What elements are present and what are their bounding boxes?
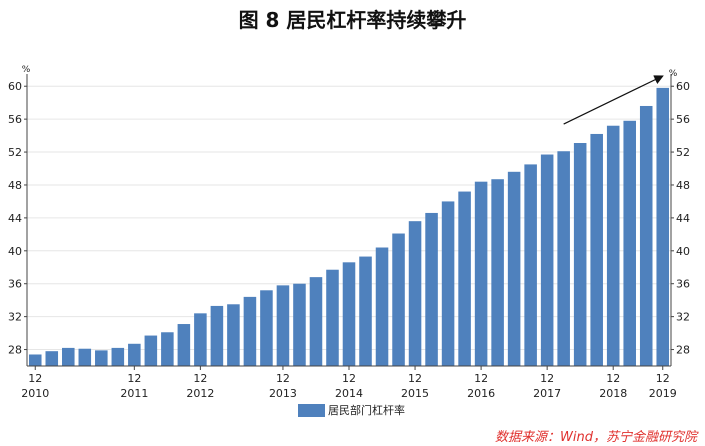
y-tick-label-left: 32 [8,311,22,324]
bar [524,164,537,366]
bar [557,151,570,366]
x-tick-label-year: 2018 [599,387,627,400]
y-axis-unit-left: % [22,65,31,75]
bar [111,347,125,366]
bar [342,262,356,366]
x-tick-label-month: 12 [276,372,290,385]
bar [623,120,636,366]
x-tick-label-month: 12 [193,372,207,385]
bar [639,105,653,366]
y-tick-label-right: 36 [676,278,690,291]
y-tick-label-right: 28 [676,344,690,357]
bar [62,347,75,366]
legend: 居民部门杠杆率 [298,403,405,417]
bar [78,348,92,366]
bar [573,143,587,366]
y-tick-label-left: 60 [8,80,22,93]
y-tick-label-right: 56 [676,113,690,126]
legend-label: 居民部门杠杆率 [328,404,405,417]
x-tick-label-year: 2012 [186,387,214,400]
bar [540,154,554,366]
x-tick-label-year: 2019 [649,387,677,400]
bar [359,256,372,366]
y-tick-label-left: 48 [8,179,22,192]
bar [45,351,59,366]
figure-title: 图 8 居民杠杆率持续攀升 [238,8,467,32]
x-tick-label-year: 2010 [21,387,49,400]
x-tick-label-month: 12 [342,372,356,385]
x-tick-label-month: 12 [28,372,42,385]
x-tick-label-year: 2017 [533,387,561,400]
y-tick-label-left: 44 [8,212,22,225]
y-tick-label-right: 48 [676,179,690,192]
legend-swatch [298,403,325,417]
y-axis-unit-right: % [669,69,678,79]
bar [507,171,521,366]
bar [28,354,42,366]
bar [227,304,240,366]
bar [144,335,158,366]
bar [606,125,620,367]
x-tick-label-year: 2016 [467,387,495,400]
bar [177,324,191,366]
bar [260,290,273,366]
y-tick-label-right: 44 [676,212,690,225]
y-tick-label-left: 36 [8,278,22,291]
y-tick-label-left: 40 [8,245,22,258]
bar [243,296,257,366]
x-tick-label-year: 2015 [401,387,429,400]
bar [425,212,438,366]
x-tick-label-year: 2014 [335,387,363,400]
y-tick-label-left: 52 [8,146,22,159]
bar [309,277,323,366]
trend-arrow [563,75,664,125]
bar [491,179,504,366]
y-tick-label-left: 56 [8,113,22,126]
bar [408,221,422,366]
x-tick-label-month: 12 [474,372,488,385]
y-tick-label-right: 52 [676,146,690,159]
bar [458,191,471,366]
bar [210,305,224,366]
x-tick-label-month: 12 [540,372,554,385]
bar [375,247,389,366]
bar [474,181,488,366]
bar [656,87,670,367]
x-tick-label-month: 12 [656,372,670,385]
x-tick-label-month: 12 [606,372,620,385]
bar [276,285,290,366]
bar [194,313,207,366]
bar [590,133,603,366]
x-tick-label-month: 12 [408,372,422,385]
bar [128,343,141,366]
bar [326,269,339,366]
x-tick-label-month: 12 [127,372,141,385]
x-tick-label-year: 2011 [120,387,148,400]
y-tick-label-right: 60 [676,80,690,93]
source-note: 数据来源：Wind，苏宁金融研究院 [495,430,697,445]
x-tick-label-year: 2013 [269,387,297,400]
bar [293,283,306,366]
bar [392,233,405,366]
y-tick-label-right: 32 [676,311,690,324]
y-tick-label-left: 28 [8,344,22,357]
bar [95,350,108,366]
y-tick-label-right: 40 [676,245,690,258]
bar [161,332,174,366]
bar [441,201,455,366]
